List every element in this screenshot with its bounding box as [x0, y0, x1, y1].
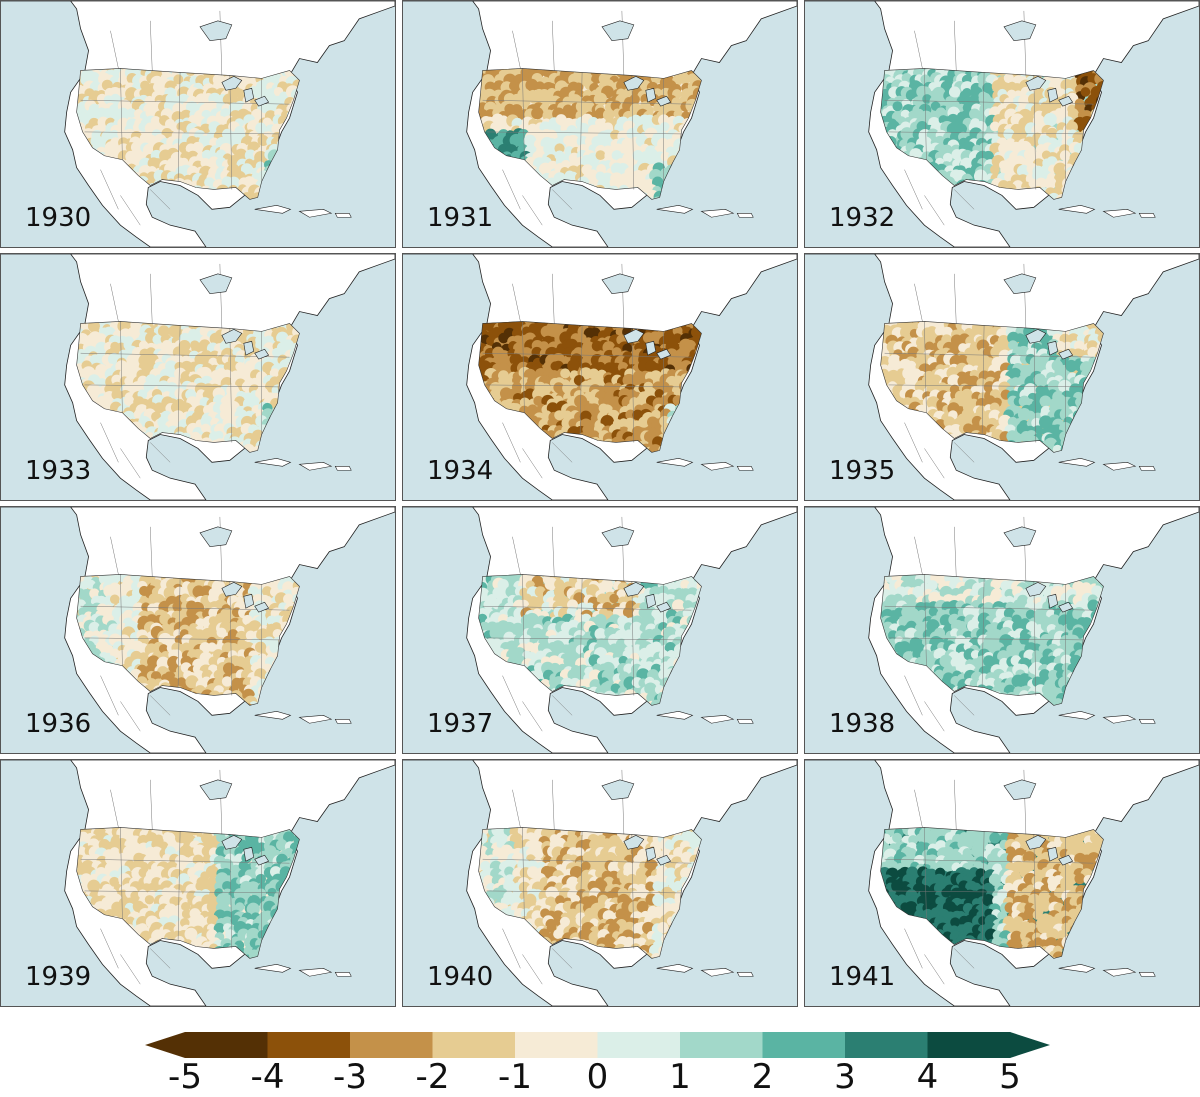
colorbar-bin	[763, 1032, 846, 1058]
map-panel-1935: 1935	[804, 253, 1200, 501]
island-shape	[1059, 205, 1095, 213]
boundary-line	[552, 442, 572, 462]
map-panel-1930: 1930	[0, 0, 396, 248]
year-label: 1934	[427, 458, 493, 484]
colorbar-bin	[433, 1032, 516, 1058]
map-panel-grid: 1930 1931 1932 1933 1934 1935 1936 1937 1938 1939…	[0, 0, 1200, 1010]
island-shape	[299, 209, 331, 217]
colorbar-bin	[680, 1032, 763, 1058]
island-shape	[1059, 458, 1095, 466]
boundary-line	[150, 189, 170, 209]
boundary-line	[954, 948, 974, 968]
boundary-line	[954, 695, 974, 715]
colorbar-extend-low	[145, 1032, 185, 1058]
island-shape	[255, 964, 291, 972]
colorbar-tick-label: -4	[251, 1060, 285, 1094]
island-shape	[701, 462, 733, 470]
year-label: 1937	[427, 711, 493, 737]
colorbar-tick-label: -2	[416, 1060, 450, 1094]
island-shape	[1139, 972, 1155, 976]
map-panel-1938: 1938	[804, 506, 1200, 754]
colorbar-bin	[845, 1032, 928, 1058]
island-shape	[255, 711, 291, 719]
year-label: 1932	[829, 205, 895, 231]
island-shape	[1103, 462, 1135, 470]
boundary-line	[552, 948, 572, 968]
island-shape	[335, 719, 351, 723]
year-label: 1940	[427, 964, 493, 990]
island-shape	[657, 205, 693, 213]
colorbar-bin	[268, 1032, 351, 1058]
island-shape	[657, 458, 693, 466]
map-panel-1939: 1939	[0, 759, 396, 1007]
colorbar-tick-label: 2	[752, 1060, 774, 1094]
boundary-line	[552, 189, 572, 209]
colorbar-bin	[598, 1032, 681, 1058]
boundary-line	[150, 442, 170, 462]
map-panel-1934: 1934	[402, 253, 798, 501]
island-shape	[1103, 715, 1135, 723]
island-shape	[657, 711, 693, 719]
island-shape	[737, 972, 753, 976]
colorbar-tick-label: -5	[168, 1060, 202, 1094]
colorbar-tick-label: 3	[834, 1060, 856, 1094]
map-panel-1932: 1932	[804, 0, 1200, 248]
island-shape	[1059, 964, 1095, 972]
colorbar-bin	[350, 1032, 433, 1058]
map-panel-1940: 1940	[402, 759, 798, 1007]
colorbar-extend-high	[1010, 1032, 1050, 1058]
colorbar-tick-label: 1	[669, 1060, 691, 1094]
boundary-line	[954, 189, 974, 209]
island-shape	[1103, 968, 1135, 976]
colorbar-tick-label: -3	[333, 1060, 367, 1094]
colorbar-bin	[928, 1032, 1011, 1058]
colorbar-bar	[145, 1030, 1050, 1060]
map-panel-1933: 1933	[0, 253, 396, 501]
colorbar-bin	[185, 1032, 268, 1058]
year-label: 1930	[25, 205, 91, 231]
island-shape	[335, 213, 351, 217]
year-label: 1935	[829, 458, 895, 484]
island-shape	[1103, 209, 1135, 217]
boundary-line	[150, 695, 170, 715]
island-shape	[1059, 711, 1095, 719]
map-panel-1937: 1937	[402, 506, 798, 754]
island-shape	[299, 715, 331, 723]
island-shape	[701, 715, 733, 723]
island-shape	[701, 968, 733, 976]
island-shape	[1139, 719, 1155, 723]
boundary-line	[552, 695, 572, 715]
boundary-line	[954, 442, 974, 462]
island-shape	[701, 209, 733, 217]
island-shape	[737, 466, 753, 470]
map-panel-1931: 1931	[402, 0, 798, 248]
island-shape	[335, 466, 351, 470]
boundary-line	[150, 948, 170, 968]
colorbar-tick-label: 5	[999, 1060, 1021, 1094]
colorbar-tick-label: 4	[917, 1060, 939, 1094]
island-shape	[1139, 213, 1155, 217]
island-shape	[299, 968, 331, 976]
island-shape	[737, 213, 753, 217]
map-panel-1936: 1936	[0, 506, 396, 754]
year-label: 1936	[25, 711, 91, 737]
island-shape	[255, 205, 291, 213]
island-shape	[1139, 466, 1155, 470]
colorbar-tick-label: -1	[498, 1060, 532, 1094]
year-label: 1931	[427, 205, 493, 231]
island-shape	[255, 458, 291, 466]
island-shape	[737, 719, 753, 723]
island-shape	[657, 964, 693, 972]
year-label: 1941	[829, 964, 895, 990]
island-shape	[335, 972, 351, 976]
year-label: 1938	[829, 711, 895, 737]
year-label: 1939	[25, 964, 91, 990]
colorbar-tick-label: 0	[587, 1060, 609, 1094]
colorbar-bin	[515, 1032, 598, 1058]
map-panel-1941: 1941	[804, 759, 1200, 1007]
island-shape	[299, 462, 331, 470]
year-label: 1933	[25, 458, 91, 484]
